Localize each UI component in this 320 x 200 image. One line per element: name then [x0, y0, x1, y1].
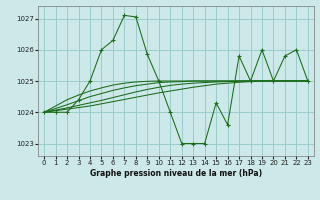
X-axis label: Graphe pression niveau de la mer (hPa): Graphe pression niveau de la mer (hPa) [90, 169, 262, 178]
